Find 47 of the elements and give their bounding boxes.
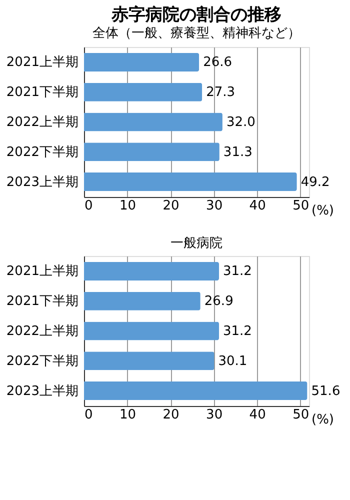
x-tick-label: 10 (119, 198, 136, 214)
y-tick-label: 2022下半期 (6, 144, 78, 160)
x-tick-label: 30 (206, 198, 223, 214)
x-tick-label: 40 (249, 408, 266, 422)
data-label: 32.0 (226, 115, 256, 130)
y-tick-label: 2022上半期 (6, 324, 78, 339)
x-tick-label: 30 (206, 408, 223, 422)
x-tick-label: 0 (84, 198, 93, 214)
y-tick-label: 2021上半期 (6, 55, 78, 70)
x-tick-label: 10 (119, 408, 136, 422)
chart-title: 一般病院 (170, 236, 222, 251)
y-tick-label: 2023上半期 (6, 174, 78, 190)
data-label: 26.6 (203, 55, 232, 70)
bar (84, 382, 308, 400)
data-label: 51.6 (311, 384, 340, 399)
bar (84, 352, 214, 370)
x-axis-title: (%) (312, 204, 334, 218)
x-tick-label: 50 (292, 408, 310, 422)
data-label: 30.1 (218, 354, 248, 369)
data-label: 31.3 (223, 144, 252, 160)
y-tick-label: 2021上半期 (6, 264, 78, 280)
data-label: 27.3 (206, 85, 236, 100)
bar (84, 112, 222, 132)
bar (84, 142, 220, 162)
data-label: 31.2 (223, 264, 252, 280)
data-label: 26.9 (204, 294, 234, 310)
chart-title: 赤字病院の割合の推移 (110, 5, 282, 25)
x-tick-label: 50 (292, 198, 310, 214)
x-tick-label: 40 (249, 198, 266, 214)
x-tick-label: 0 (84, 408, 93, 422)
y-tick-label: 2021下半期 (6, 85, 78, 100)
bar (84, 172, 297, 192)
bar (84, 262, 219, 280)
bar (84, 292, 200, 310)
chart-subtitle: 全体（一般、療養型、精神科など） (92, 26, 300, 41)
y-tick-label: 2022上半期 (6, 115, 78, 130)
x-axis-title: (%) (312, 412, 334, 428)
y-tick-label: 2023上半期 (6, 384, 78, 399)
bar (84, 82, 202, 102)
y-tick-label: 2021下半期 (6, 294, 78, 310)
data-label: 49.2 (300, 174, 330, 190)
x-tick-label: 20 (162, 408, 180, 422)
bar (84, 322, 219, 340)
x-tick-label: 20 (162, 198, 180, 214)
y-tick-label: 2022下半期 (6, 354, 78, 369)
data-label: 31.2 (223, 324, 252, 339)
bar (84, 52, 200, 72)
